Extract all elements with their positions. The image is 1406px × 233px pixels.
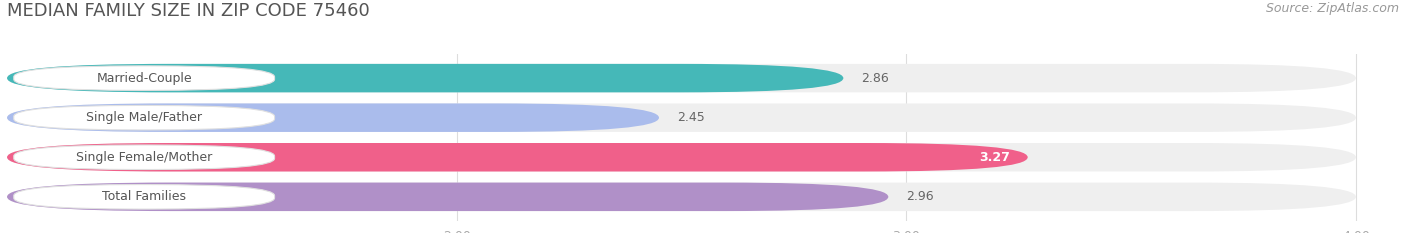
Text: Single Male/Father: Single Male/Father [86, 111, 202, 124]
Text: 3.27: 3.27 [979, 151, 1010, 164]
FancyBboxPatch shape [7, 143, 1355, 171]
Text: Total Families: Total Families [103, 190, 186, 203]
Text: Married-Couple: Married-Couple [97, 72, 193, 85]
FancyBboxPatch shape [14, 105, 274, 130]
Text: 2.96: 2.96 [907, 190, 934, 203]
Text: Source: ZipAtlas.com: Source: ZipAtlas.com [1265, 2, 1399, 15]
FancyBboxPatch shape [7, 183, 889, 211]
FancyBboxPatch shape [14, 66, 274, 90]
Text: 2.86: 2.86 [862, 72, 889, 85]
Text: MEDIAN FAMILY SIZE IN ZIP CODE 75460: MEDIAN FAMILY SIZE IN ZIP CODE 75460 [7, 2, 370, 20]
Text: 2.45: 2.45 [678, 111, 704, 124]
FancyBboxPatch shape [14, 185, 274, 209]
FancyBboxPatch shape [7, 143, 1028, 171]
FancyBboxPatch shape [7, 103, 1355, 132]
FancyBboxPatch shape [7, 103, 659, 132]
Text: Single Female/Mother: Single Female/Mother [76, 151, 212, 164]
FancyBboxPatch shape [7, 183, 1355, 211]
FancyBboxPatch shape [7, 64, 844, 92]
FancyBboxPatch shape [14, 145, 274, 170]
FancyBboxPatch shape [7, 64, 1355, 92]
